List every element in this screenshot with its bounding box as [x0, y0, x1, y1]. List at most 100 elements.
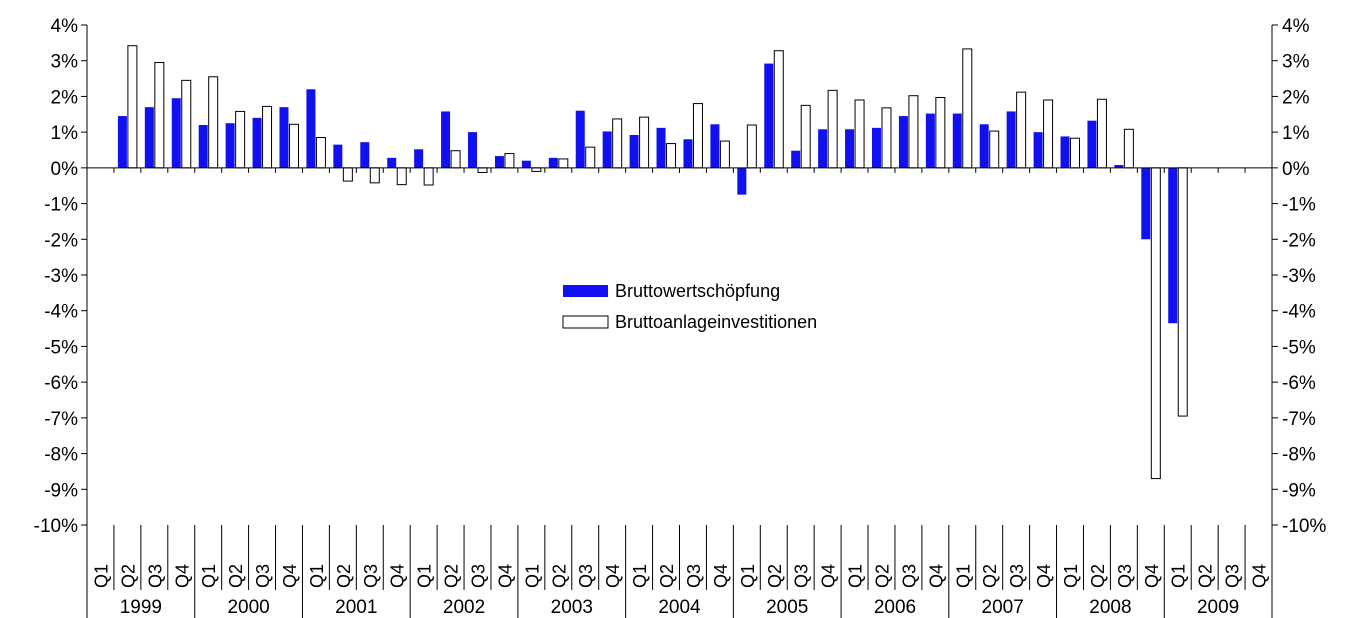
- quarter-label: Q4: [1250, 564, 1270, 588]
- bar-bruttowertschoepfung: [252, 117, 262, 168]
- left-y-tick-label: -2%: [44, 230, 78, 251]
- bar-bruttoanlageinvestitionen: [639, 116, 650, 169]
- quarter-label: Q3: [684, 564, 704, 588]
- bar-bruttoanlageinvestitionen: [1096, 98, 1107, 169]
- year-label: 2007: [982, 597, 1024, 618]
- bar-bruttowertschoepfung: [925, 113, 935, 168]
- quarter-label: Q1: [630, 564, 650, 588]
- quarter-label: Q4: [1142, 564, 1162, 588]
- bar-bruttowertschoepfung: [198, 125, 208, 168]
- right-y-tick-label: -7%: [1282, 409, 1316, 430]
- bar-bruttoanlageinvestitionen: [504, 153, 515, 169]
- quarter-label: Q4: [603, 564, 623, 588]
- quarter-label: Q2: [1088, 564, 1108, 588]
- bar-bruttowertschoepfung: [871, 127, 881, 168]
- quarter-label: Q1: [1169, 564, 1189, 588]
- year-label: 2005: [766, 597, 808, 618]
- quarter-label: Q2: [226, 564, 246, 588]
- left-y-tick-label: -3%: [44, 266, 78, 287]
- legend-label-bruttoanlageinvestitionen: Bruttoanlageinvestitionen: [615, 312, 817, 332]
- quarter-label: Q4: [172, 564, 192, 588]
- quarter-label: Q1: [953, 564, 973, 588]
- bar-bruttowertschoepfung: [1060, 136, 1070, 168]
- bar-bruttowertschoepfung: [1087, 120, 1097, 168]
- quarter-label: Q3: [792, 564, 812, 588]
- bar-bruttowertschoepfung: [117, 116, 127, 168]
- quarter-label: Q1: [846, 564, 866, 588]
- bar-bruttowertschoepfung: [144, 107, 154, 168]
- bar-bruttoanlageinvestitionen: [154, 62, 165, 169]
- bar-bruttowertschoepfung: [494, 156, 504, 168]
- bar-bruttoanlageinvestitionen: [450, 150, 461, 169]
- quarter-label: Q3: [899, 564, 919, 588]
- bar-bruttowertschoepfung: [414, 149, 424, 168]
- right-y-tick-label: 0%: [1282, 159, 1310, 180]
- year-label: 2004: [658, 597, 701, 618]
- quarter-label: Q4: [1034, 564, 1054, 588]
- bar-bruttowertschoepfung: [979, 124, 989, 168]
- year-label: 2008: [1089, 597, 1131, 618]
- bar-bruttoanlageinvestitionen: [1043, 99, 1054, 169]
- bar-bruttoanlageinvestitionen: [1016, 91, 1027, 169]
- right-y-tick-label: -9%: [1282, 480, 1316, 501]
- bar-bruttowertschoepfung: [360, 142, 370, 168]
- right-y-axis-labels: -10% -9% -8% -7% -6% -5% -4% -3% -2% -1% 0% 1% 2% 3% 4…: [1282, 16, 1326, 537]
- bar-bruttoanlageinvestitionen: [827, 89, 838, 169]
- quarter-label: Q2: [872, 564, 892, 588]
- quarter-label: Q1: [415, 564, 435, 588]
- bar-bruttowertschoepfung: [279, 107, 289, 168]
- quarter-label: Q2: [1196, 564, 1216, 588]
- quarter-label: Q1: [91, 564, 111, 588]
- bars: [117, 45, 1188, 480]
- bar-bruttoanlageinvestitionen: [719, 140, 730, 169]
- year-label: 2003: [551, 597, 593, 618]
- bar-bruttoanlageinvestitionen: [288, 123, 299, 169]
- bar-bruttoanlageinvestitionen: [881, 107, 892, 169]
- quarter-label: Q2: [442, 564, 462, 588]
- left-y-axis-labels: -10% -9% -8% -7% -6% -5% -4% -3% -2% -1% 0% 1% 2% 3% 4…: [34, 16, 78, 537]
- year-label: 2009: [1197, 597, 1239, 618]
- bar-bruttowertschoepfung: [548, 157, 558, 168]
- bar-bruttowertschoepfung: [441, 111, 451, 168]
- quarter-label: Q3: [1115, 564, 1135, 588]
- quarter-label: Q2: [334, 564, 354, 588]
- bar-bruttowertschoepfung: [602, 131, 612, 168]
- bar-bruttowertschoepfung: [1141, 167, 1151, 240]
- left-y-tick-label: 4%: [51, 16, 79, 37]
- bar-bruttoanlageinvestitionen: [315, 137, 326, 169]
- bar-bruttowertschoepfung: [575, 110, 585, 168]
- right-y-tick-label: -6%: [1282, 373, 1316, 394]
- quarter-label: Q2: [657, 564, 677, 588]
- legend-swatch-bruttoanlageinvestitionen: [562, 315, 609, 329]
- left-y-tick-label: -10%: [34, 516, 78, 537]
- bar-bruttoanlageinvestitionen: [127, 45, 138, 169]
- bar-bruttowertschoepfung: [683, 139, 693, 168]
- left-y-tick-label: 2%: [51, 87, 79, 108]
- right-y-tick-label: -3%: [1282, 266, 1316, 287]
- bar-bruttowertschoepfung: [1168, 167, 1178, 324]
- bar-bruttowertschoepfung: [1006, 111, 1016, 168]
- quarter-label: Q4: [388, 564, 408, 588]
- bar-bruttoanlageinvestitionen: [396, 167, 407, 186]
- bar-bruttowertschoepfung: [1114, 165, 1124, 168]
- bar-bruttowertschoepfung: [791, 150, 801, 168]
- quarter-label: Q4: [495, 564, 515, 588]
- quarter-label: Q2: [549, 564, 569, 588]
- bar-bruttoanlageinvestitionen: [342, 167, 353, 182]
- quarter-label: Q4: [711, 564, 731, 588]
- bar-bruttoanlageinvestitionen: [1177, 167, 1188, 417]
- bar-bruttowertschoepfung: [737, 167, 747, 195]
- quarter-label: Q2: [980, 564, 1000, 588]
- right-y-tick-label: -2%: [1282, 230, 1316, 251]
- quarter-label: Q1: [1061, 564, 1081, 588]
- bar-bruttoanlageinvestitionen: [692, 103, 703, 169]
- right-y-tick-label: 1%: [1282, 123, 1310, 144]
- left-y-tick-label: -1%: [44, 195, 78, 216]
- bar-bruttoanlageinvestitionen: [962, 48, 973, 169]
- quarter-label: Q1: [522, 564, 542, 588]
- bar-bruttoanlageinvestitionen: [369, 167, 380, 184]
- right-y-tick-label: -8%: [1282, 445, 1316, 466]
- left-y-tick-label: -9%: [44, 480, 78, 501]
- left-y-tick-label: -5%: [44, 337, 78, 358]
